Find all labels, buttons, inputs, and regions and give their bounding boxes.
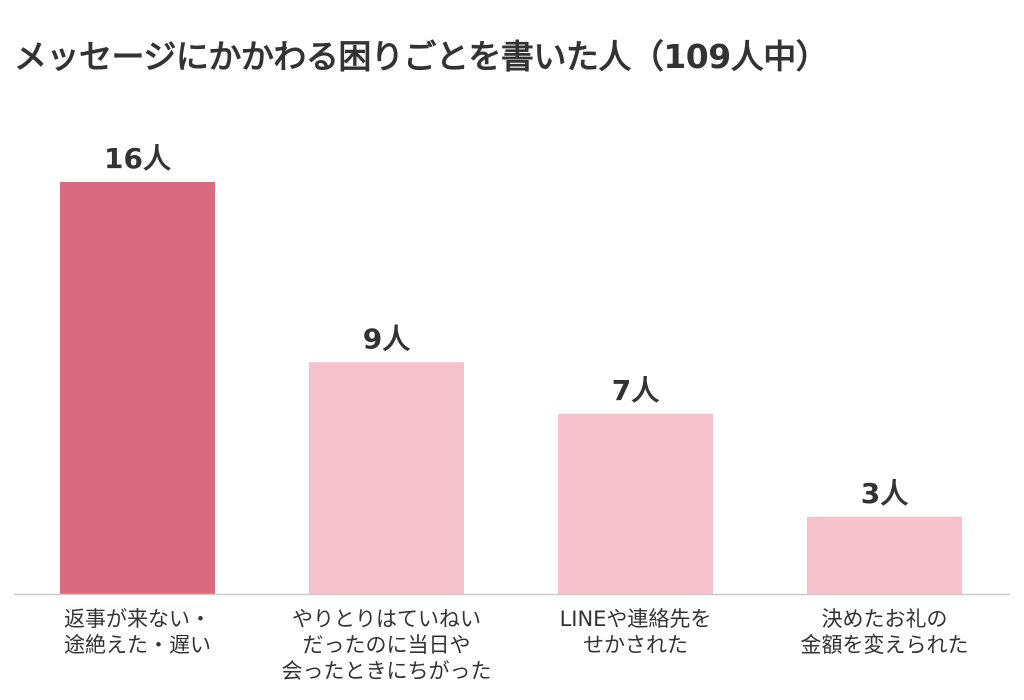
value-label-1: 16人 [104, 142, 171, 175]
value-label-4: 3人 [861, 477, 908, 510]
category-label-1: 返事が来ない・途絶えた・遅い [64, 607, 211, 657]
category-label-4: 決めたお礼の金額を変えられた [801, 607, 969, 657]
category-label-4-line-1: 決めたお礼の [822, 607, 948, 631]
category-label-2-line-1: やりとりはていねい [292, 607, 481, 631]
category-label-1-line-1: 返事が来ない・ [64, 607, 211, 631]
category-label-3-line-2: せかされた [583, 633, 688, 657]
value-label-3: 7人 [612, 374, 659, 407]
category-label-3-line-1: LINEや連絡先を [560, 607, 712, 631]
category-label-3: LINEや連絡先をせかされた [560, 607, 712, 657]
category-label-2-line-2: だったのに当日や [303, 633, 471, 657]
bar-4 [807, 516, 962, 594]
category-label-4-line-2: 金額を変えられた [801, 633, 969, 657]
bar-1 [60, 182, 215, 594]
category-label-1-line-2: 途絶えた・遅い [64, 633, 211, 657]
value-label-2: 9人 [363, 322, 410, 355]
bar-3 [558, 413, 713, 594]
chart-title: メッセージにかかわる困りごとを書いた人（109人中） [14, 37, 829, 76]
category-label-2: やりとりはていねいだったのに当日や会ったときにちがった [282, 607, 492, 683]
bar-2 [309, 362, 464, 594]
category-label-2-line-3: 会ったときにちがった [282, 659, 492, 683]
